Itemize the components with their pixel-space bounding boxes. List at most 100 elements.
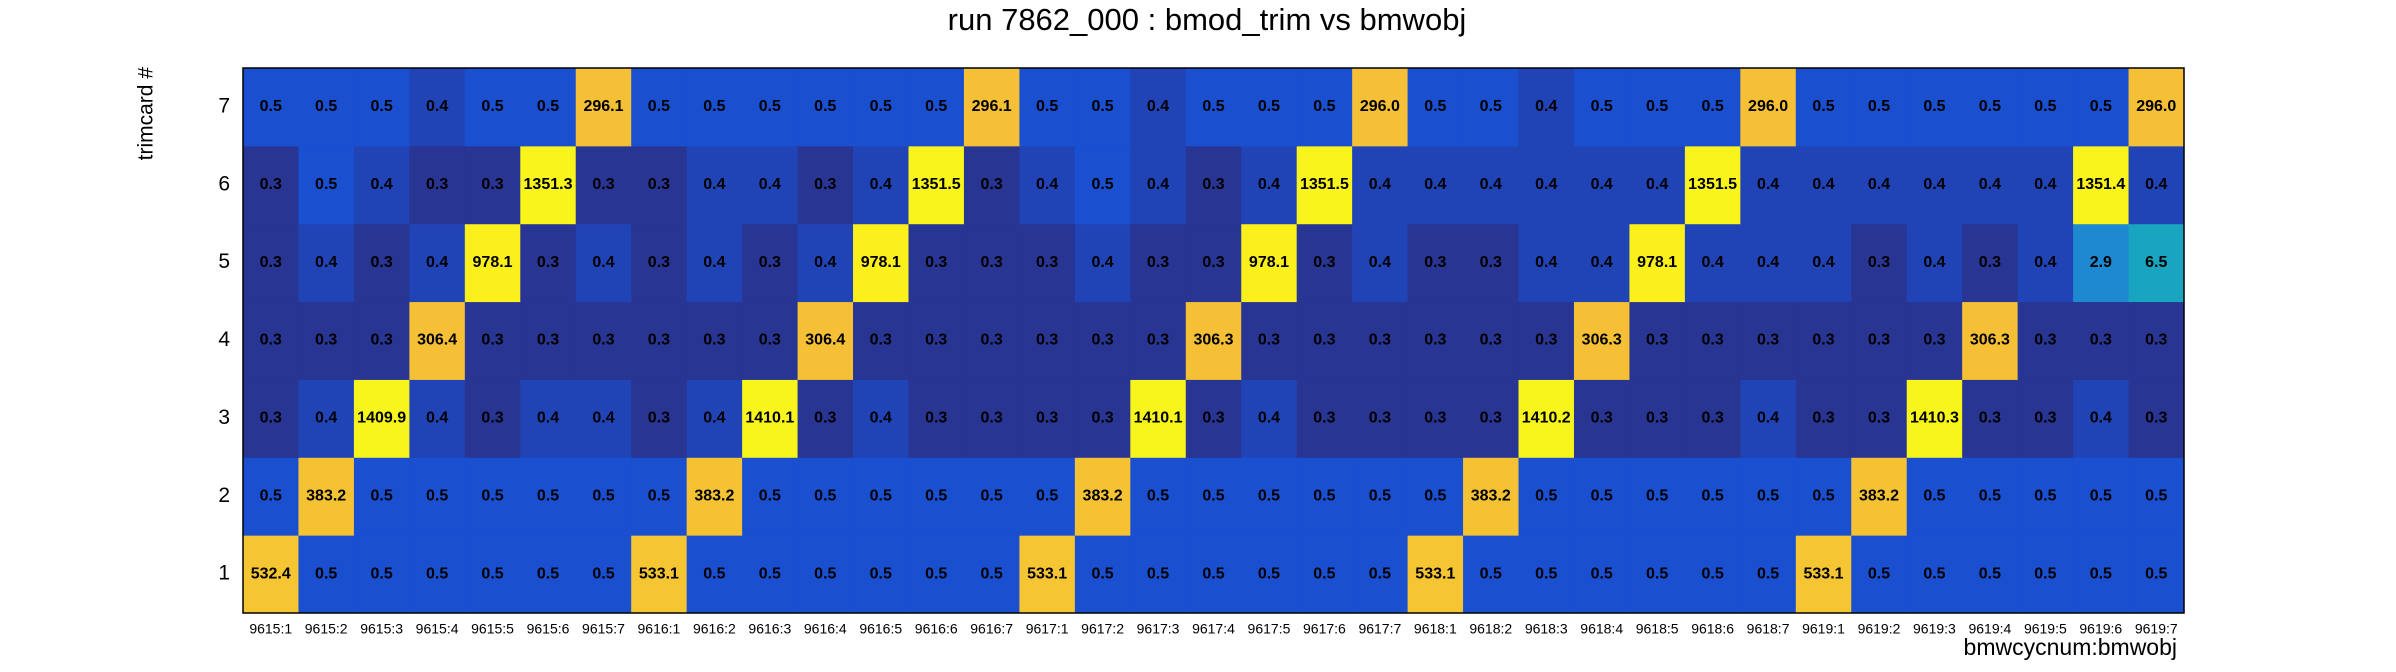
y-tick-label: 4 [218, 328, 230, 351]
cell-label: 0.4 [1147, 98, 1169, 115]
heatmap-cell [1684, 145, 1741, 225]
heatmap-cell [1518, 68, 1575, 147]
cell-label: 0.4 [315, 410, 337, 427]
cell-label: 0.4 [870, 410, 892, 427]
cell-label: 0.4 [1646, 176, 1668, 193]
heatmap-cell [963, 379, 1020, 458]
heatmap-cell [1795, 145, 1852, 225]
cell-label: 0.5 [537, 565, 559, 582]
heatmap-cell [1019, 535, 1076, 614]
heatmap-cell [353, 223, 410, 303]
x-tick-label: 9617:5 [1248, 621, 1291, 637]
heatmap-cell [797, 457, 854, 536]
heatmap-cell [1296, 145, 1353, 225]
cell-label: 1351.3 [524, 176, 573, 193]
cell-label: 0.4 [1480, 176, 1502, 193]
cell-label: 0.3 [1036, 410, 1058, 427]
heatmap-cell [1851, 535, 1908, 614]
heatmap-cell [2073, 68, 2130, 147]
heatmap-cell [353, 145, 410, 225]
cell-label: 0.5 [759, 487, 781, 504]
heatmap-cell [1962, 68, 2019, 147]
heatmap-cell [853, 223, 909, 303]
cell-label: 0.5 [1701, 98, 1723, 115]
cell-label: 0.4 [426, 98, 448, 115]
cell-label: 0.3 [371, 332, 393, 349]
heatmap-cell [520, 457, 577, 536]
y-tick-label: 3 [218, 406, 230, 429]
heatmap-cell [963, 145, 1020, 225]
cell-label: 306.4 [417, 332, 457, 349]
cell-label: 0.5 [1979, 565, 2001, 582]
cell-label: 0.3 [1812, 410, 1834, 427]
cell-label: 0.3 [1313, 410, 1335, 427]
cell-label: 0.3 [981, 176, 1003, 193]
cell-label: 0.3 [1591, 410, 1613, 427]
heatmap-cell [1851, 457, 1908, 536]
heatmap-cell [1241, 68, 1298, 147]
heatmap-cell [1573, 145, 1630, 225]
cell-label: 0.5 [1535, 487, 1557, 504]
heatmap-cell [1185, 535, 1242, 614]
cell-label: 296.0 [1360, 98, 1400, 115]
heatmap-cell [464, 535, 521, 614]
heatmap-cell [464, 68, 521, 147]
heatmap-cell [1407, 301, 1464, 380]
cell-label: 0.4 [1535, 254, 1557, 271]
heatmap-cell [1241, 301, 1298, 380]
heatmap-cell [243, 68, 299, 147]
cell-label: 0.3 [2145, 332, 2167, 349]
heatmap-cell [1851, 379, 1908, 458]
x-tick-label: 9616:4 [804, 621, 847, 637]
cell-label: 0.5 [1979, 98, 2001, 115]
cell-label: 978.1 [473, 254, 513, 271]
cell-label: 0.3 [1701, 410, 1723, 427]
heatmap-cell [1185, 379, 1242, 458]
cell-label: 0.5 [315, 176, 337, 193]
heatmap-cell [1740, 535, 1797, 614]
cell-label: 0.3 [1868, 254, 1890, 271]
heatmap-cell [742, 379, 799, 458]
heatmap-cell [243, 457, 299, 536]
cell-label: 0.5 [703, 98, 725, 115]
cell-label: 0.3 [759, 254, 781, 271]
cell-label: 0.3 [1202, 176, 1224, 193]
heatmap-cell [1906, 68, 1963, 147]
cell-label: 533.1 [1804, 565, 1844, 582]
cell-label: 0.5 [1591, 565, 1613, 582]
x-tick-label: 9618:5 [1636, 621, 1679, 637]
heatmap-cell [1296, 223, 1353, 303]
cell-label: 0.3 [925, 332, 947, 349]
cell-label: 0.5 [1202, 487, 1224, 504]
heatmap-cell [1352, 68, 1409, 147]
cell-label: 0.5 [814, 98, 836, 115]
cell-label: 296.1 [583, 98, 623, 115]
heatmap-cell [2073, 301, 2130, 380]
heatmap-cell [686, 223, 743, 303]
x-tick-label: 9615:4 [416, 621, 459, 637]
cell-label: 0.3 [1147, 254, 1169, 271]
heatmap-cell [1130, 535, 1187, 614]
cell-label: 0.5 [1868, 98, 1890, 115]
heatmap-cell [742, 457, 799, 536]
cell-label: 0.3 [648, 332, 670, 349]
cell-label: 0.4 [1701, 254, 1723, 271]
cell-label: 0.3 [1091, 410, 1113, 427]
heatmap-cell [1629, 535, 1686, 614]
x-tick-label: 9615:5 [471, 621, 514, 637]
heatmap-cell [853, 457, 909, 536]
x-tick-label: 9615:6 [527, 621, 570, 637]
heatmap-cell [575, 301, 632, 380]
x-tick-label: 9618:4 [1580, 621, 1623, 637]
heatmap-cell [1962, 457, 2019, 536]
heatmap-cell [686, 457, 743, 536]
heatmap-cell [1629, 223, 1686, 303]
chart-title: run 7862_000 : bmod_trim vs bmwobj [948, 2, 1467, 37]
cell-label: 0.5 [1313, 565, 1335, 582]
cell-label: 0.5 [870, 565, 892, 582]
cell-label: 0.4 [1258, 410, 1280, 427]
cell-label: 0.4 [703, 254, 725, 271]
cell-label: 0.5 [870, 98, 892, 115]
cell-label: 0.3 [1701, 332, 1723, 349]
heatmap-cell [409, 145, 466, 225]
